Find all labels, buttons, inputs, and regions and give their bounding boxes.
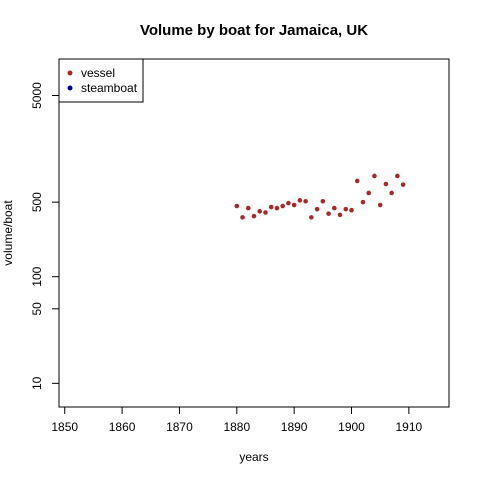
data-point-vessel — [263, 210, 268, 215]
data-point-vessel — [389, 190, 394, 196]
y-tick-label: 5000 — [30, 82, 44, 109]
data-point-vessel — [234, 203, 240, 209]
legend-label-vessel: vessel — [81, 66, 115, 80]
data-point-vessel — [343, 206, 349, 212]
data-point-vessel — [326, 211, 331, 216]
data-point-vessel — [251, 213, 257, 219]
data-point-vessel — [309, 215, 314, 220]
data-point-vessel — [286, 200, 291, 206]
data-point-vessel — [366, 190, 372, 196]
y-axis: 10 50 100 500 5000 — [30, 82, 60, 390]
data-point-vessel — [372, 173, 377, 179]
x-tick-label: 1910 — [396, 420, 423, 434]
y-tick-label: 100 — [30, 266, 44, 286]
chart-title: Volume by boat for Jamaica, UK — [140, 22, 368, 39]
data-point-vessel — [240, 215, 245, 220]
data-point-vessel — [349, 207, 354, 213]
data-point-vessel — [257, 209, 263, 214]
x-tick-label: 1890 — [281, 420, 308, 434]
x-tick-label: 1870 — [166, 420, 193, 434]
data-point-vessel — [331, 205, 337, 211]
y-tick-label: 500 — [30, 192, 44, 212]
data-point-vessel — [400, 182, 406, 187]
data-point-vessel — [291, 202, 297, 208]
legend-label-steamboat: steamboat — [81, 81, 138, 95]
plot-frame — [58, 58, 450, 408]
data-point-vessel — [360, 199, 366, 205]
x-axis-title: years — [239, 450, 268, 464]
y-axis-title: volume/boat — [1, 200, 15, 266]
x-axis: 1850 1860 1870 1880 1890 1900 1910 — [51, 406, 423, 434]
data-point-vessel — [337, 212, 343, 218]
data-point-vessel — [245, 205, 251, 211]
data-point-vessel — [320, 198, 326, 204]
y-tick-label: 50 — [30, 302, 44, 316]
data-point-vessel — [377, 202, 383, 208]
legend-box — [58, 58, 144, 103]
data-point-vessel — [314, 206, 320, 212]
x-tick-label: 1880 — [223, 420, 250, 434]
legend-marker-steamboat — [67, 85, 73, 91]
x-tick-label: 1900 — [338, 420, 365, 434]
data-point-vessel — [297, 198, 303, 203]
x-tick-label: 1850 — [51, 420, 78, 434]
data-point-vessel — [354, 178, 360, 184]
x-tick-label: 1860 — [109, 420, 136, 434]
data-point-vessel — [395, 173, 400, 179]
data-point-vessel — [303, 198, 308, 204]
data-point-vessel — [280, 203, 285, 209]
data-point-vessel — [383, 181, 389, 187]
data-point-vessel — [274, 205, 280, 211]
data-point-vessel — [268, 204, 274, 210]
legend-marker-vessel — [67, 70, 73, 76]
data-points — [234, 173, 406, 220]
y-tick-label: 10 — [30, 376, 44, 390]
